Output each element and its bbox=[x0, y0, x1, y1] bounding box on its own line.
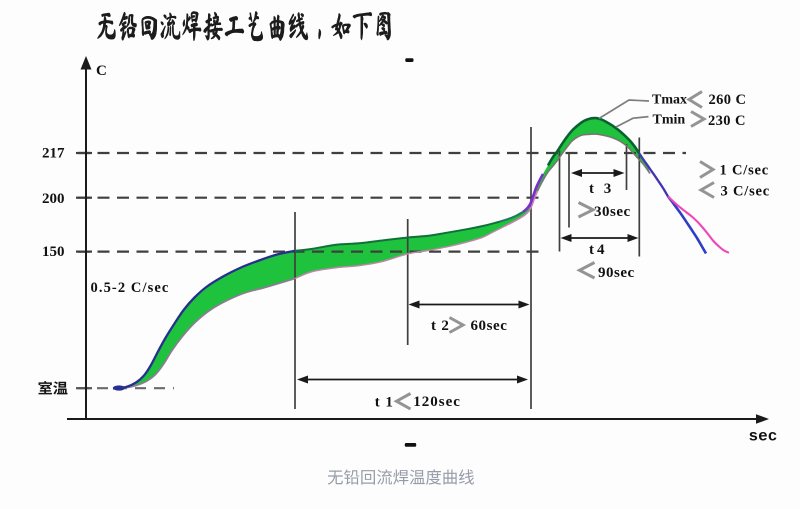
svg-text:60sec: 60sec bbox=[471, 318, 508, 334]
svg-text:Tmax: Tmax bbox=[652, 93, 687, 108]
svg-text:Tmin: Tmin bbox=[653, 112, 686, 127]
svg-text:t 1: t 1 bbox=[375, 395, 394, 411]
svg-text:t 3: t 3 bbox=[589, 181, 614, 197]
svg-text:C: C bbox=[96, 63, 107, 79]
svg-text:90sec: 90sec bbox=[598, 265, 635, 281]
svg-text:0.5-2 C/sec: 0.5-2 C/sec bbox=[91, 280, 170, 296]
svg-text:150: 150 bbox=[42, 244, 65, 260]
svg-text:sec: sec bbox=[749, 428, 778, 446]
svg-text:230 C: 230 C bbox=[708, 113, 746, 129]
svg-text:1 C/sec: 1 C/sec bbox=[720, 162, 770, 178]
svg-text:30sec: 30sec bbox=[594, 204, 631, 220]
svg-text:260 C: 260 C bbox=[709, 92, 747, 108]
svg-text:t 2: t 2 bbox=[431, 318, 450, 334]
svg-text:120sec: 120sec bbox=[413, 394, 461, 410]
svg-text:3 C/sec: 3 C/sec bbox=[721, 183, 771, 199]
svg-text:200: 200 bbox=[42, 191, 65, 207]
svg-text:t4: t4 bbox=[589, 242, 608, 258]
svg-text:217: 217 bbox=[42, 146, 65, 162]
